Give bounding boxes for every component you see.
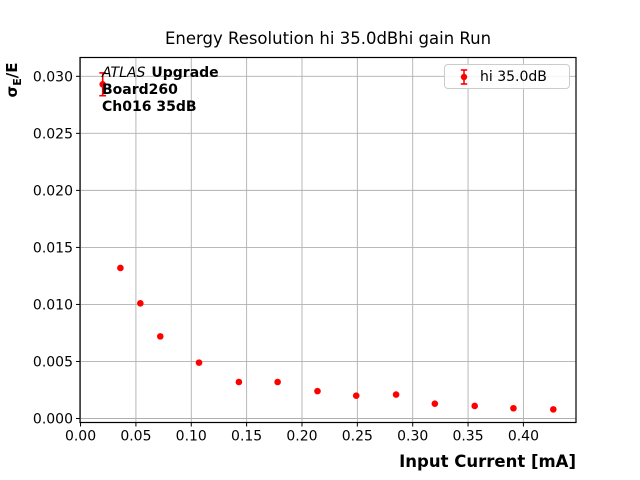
data-point (195, 359, 203, 366)
chart-title: Energy Resolution hi 35.0dBhi gain Run (164, 29, 492, 48)
y-tick-label: 0.000 (33, 412, 73, 428)
x-tick-label: 0.15 (231, 429, 262, 445)
y-tick-label: 0.030 (33, 69, 73, 85)
data-point (471, 402, 478, 410)
legend-errorbar-icon (460, 68, 468, 85)
data-point (137, 300, 144, 307)
x-tick-label: 0.20 (286, 429, 317, 445)
y-tick-label: 0.015 (33, 240, 73, 256)
x-tick-label: 0.00 (65, 429, 96, 445)
y-axis-label: σE/E (2, 50, 24, 110)
data-point (510, 404, 517, 412)
x-tick-label: 0.05 (120, 429, 151, 445)
data-point (352, 392, 360, 399)
data-point (550, 406, 557, 413)
x-axis-label: Input Current [mA] (399, 452, 576, 471)
data-point (314, 387, 321, 395)
y-tick-label: 0.020 (33, 183, 73, 199)
x-tick-label: 0.30 (397, 429, 428, 445)
data-point (274, 378, 281, 386)
data-point (117, 264, 124, 272)
legend-marker-shape (460, 73, 468, 80)
legend-label: hi 35.0dB (480, 68, 547, 85)
y-tick-label: 0.025 (33, 126, 73, 142)
y-axis-label-sigma: σ (3, 85, 21, 98)
data-point (156, 333, 164, 340)
x-tick-label: 0.35 (452, 429, 483, 445)
y-tick-label: 0.010 (33, 297, 73, 313)
x-tick-label: 0.10 (176, 429, 207, 445)
annotation-line-3: Ch016 35dB (102, 99, 197, 115)
legend: hi 35.0dB (444, 64, 570, 89)
annotation-upgrade: Upgrade (151, 65, 219, 81)
y-tick-label: 0.005 (33, 354, 73, 370)
x-tick-label: 0.40 (508, 429, 539, 445)
data-point (99, 81, 106, 88)
annotation-line-2: Board260 (102, 82, 178, 98)
annotation-line-1: ATLAS Upgrade (102, 65, 219, 82)
data-point (235, 378, 243, 386)
data-point (392, 391, 400, 398)
x-tick-label: 0.25 (342, 429, 373, 445)
y-axis-label-rest: /E (3, 62, 21, 79)
plot-border (79, 56, 577, 424)
annotation-block: ATLAS Upgrade Board260 Ch016 35dB (102, 65, 219, 116)
data-point (431, 400, 439, 407)
y-axis-label-subscript: E (11, 78, 24, 86)
annotation-atlas: ATLAS (102, 65, 146, 81)
